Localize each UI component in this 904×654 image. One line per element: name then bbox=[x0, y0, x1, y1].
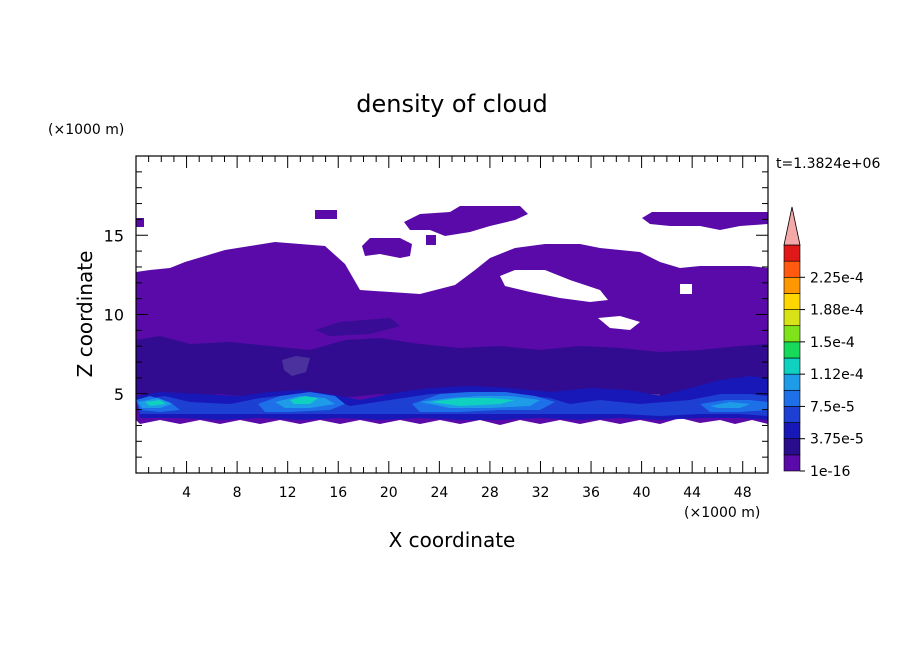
chart-title: density of cloud bbox=[356, 90, 547, 118]
colorbar-label: 1e-16 bbox=[810, 464, 850, 480]
plot-area bbox=[136, 156, 768, 473]
colorbar-swatch bbox=[783, 341, 801, 359]
clear-hole-1 bbox=[500, 270, 608, 302]
clear-hole-4 bbox=[680, 284, 692, 294]
x-tick-label: 16 bbox=[329, 485, 347, 501]
x-tick-label: 36 bbox=[582, 485, 600, 501]
x-tick-label: 24 bbox=[430, 485, 448, 501]
colorbar-swatch bbox=[783, 454, 801, 472]
x-tick-label: 20 bbox=[380, 485, 398, 501]
clear-hole-2 bbox=[598, 316, 640, 330]
colorbar-swatch bbox=[783, 276, 801, 294]
colorbar-label: 3.75e-5 bbox=[810, 432, 864, 448]
cloud-region-upper-3 bbox=[642, 212, 768, 230]
colorbar-swatch bbox=[783, 244, 801, 262]
colorbar-swatch bbox=[783, 422, 801, 440]
colorbar-label: 2.25e-4 bbox=[810, 270, 864, 286]
colorbar-label: 7.5e-5 bbox=[810, 399, 855, 415]
cloud-core-level-6 bbox=[145, 396, 515, 406]
colorbar-swatch bbox=[783, 406, 801, 423]
y-tick-label: 5 bbox=[114, 385, 124, 404]
x-tick-label: 44 bbox=[683, 485, 701, 501]
colorbar-swatch bbox=[783, 325, 801, 343]
colorbar-label: 1.88e-4 bbox=[810, 303, 864, 319]
x-axis-ticks: 4 8 12 16 20 24 28 32 36 40 44 48 bbox=[148, 156, 756, 501]
cloud-region-upper-6 bbox=[426, 235, 436, 245]
time-label: t=1.3824e+06 bbox=[776, 156, 880, 172]
x-tick-label: 28 bbox=[481, 485, 499, 501]
x-unit-label: (×1000 m) bbox=[684, 505, 760, 521]
cloud-region-upper-1 bbox=[404, 206, 528, 236]
x-tick-label: 4 bbox=[182, 485, 191, 501]
cloud-region-mid-dark bbox=[136, 336, 768, 400]
y-tick-label: 10 bbox=[104, 306, 124, 325]
colorbar-swatch bbox=[783, 373, 801, 391]
colorbar-swatch bbox=[783, 293, 801, 310]
x-tick-label: 12 bbox=[279, 485, 297, 501]
colorbar-swatch bbox=[783, 309, 801, 327]
colorbar-swatch bbox=[783, 438, 801, 456]
cloud-region-mid-dark-2 bbox=[315, 318, 400, 336]
y-unit-label: (×1000 m) bbox=[48, 122, 124, 138]
y-axis-ticks: 5 10 15 bbox=[104, 171, 768, 458]
x-tick-label: 32 bbox=[532, 485, 550, 501]
x-tick-label: 40 bbox=[633, 485, 651, 501]
colorbar-swatch bbox=[783, 389, 801, 407]
x-tick-label: 8 bbox=[233, 485, 242, 501]
y-tick-label: 15 bbox=[104, 226, 124, 245]
x-tick-label: 48 bbox=[734, 485, 752, 501]
colorbar-swatch bbox=[783, 357, 801, 375]
colorbar: 2.25e-4 1.88e-4 1.5e-4 1.12e-4 7.5e-5 3.75e-5… bbox=[783, 206, 864, 480]
colorbar-label: 1.12e-4 bbox=[810, 367, 864, 383]
y-axis-title: Z coordinate bbox=[73, 251, 97, 378]
colorbar-label: 1.5e-4 bbox=[810, 335, 855, 351]
cloud-region-upper-4 bbox=[315, 210, 337, 219]
colorbar-overflow-arrow bbox=[783, 206, 801, 246]
cloud-region-upper-5 bbox=[136, 218, 144, 227]
colorbar-swatch bbox=[783, 260, 801, 278]
x-axis-title: X coordinate bbox=[389, 528, 516, 552]
cloud-region-upper-2 bbox=[362, 238, 412, 258]
